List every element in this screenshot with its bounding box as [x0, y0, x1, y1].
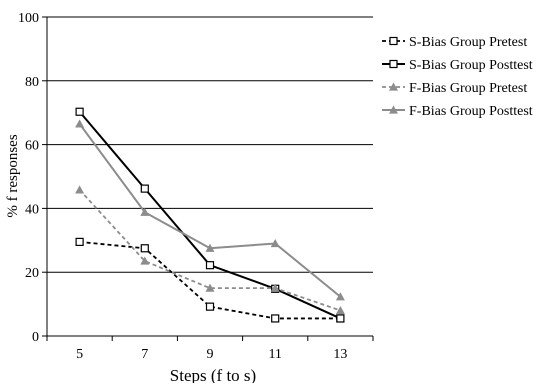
series-2	[75, 107, 345, 323]
x-tick-label: 11	[268, 347, 281, 362]
data-point	[336, 314, 345, 323]
data-point	[271, 314, 280, 323]
x-axis-title: Steps (f to s)	[170, 366, 256, 383]
data-point	[205, 283, 215, 292]
data-point	[140, 184, 149, 193]
series-line	[78, 189, 341, 312]
x-tick-label: 13	[333, 347, 347, 362]
data-point	[335, 292, 345, 301]
data-point	[75, 237, 84, 246]
legend-marker	[389, 105, 398, 114]
data-point	[205, 302, 215, 311]
x-tick-label: 9	[207, 347, 214, 362]
y-tick-label: 60	[25, 139, 39, 154]
series-layer	[75, 107, 345, 323]
data-point	[270, 238, 280, 248]
data-point	[205, 243, 215, 252]
legend: S-Bias Group Pretest S-Bias Group Posttes…	[382, 35, 533, 119]
data-point	[335, 305, 345, 315]
data-point	[270, 283, 280, 292]
x-tick-label: 7	[141, 347, 148, 362]
data-point	[75, 185, 85, 194]
y-tick-label: 80	[25, 75, 39, 90]
legend-item: S-Bias Group Posttest	[382, 58, 533, 73]
data-point	[140, 207, 150, 216]
legend-label: S-Bias Group Pretest	[409, 35, 527, 50]
y-tick-label: 40	[25, 202, 39, 217]
axes	[42, 16, 374, 341]
gridlines	[47, 16, 373, 273]
legend-marker	[389, 36, 398, 46]
data-point	[75, 119, 85, 128]
data-point	[205, 261, 215, 270]
y-tick-label: 20	[25, 266, 39, 281]
legend-marker	[389, 59, 398, 69]
series-line	[78, 123, 342, 298]
y-tick-label: 0	[32, 330, 39, 345]
data-point	[140, 244, 149, 253]
y-axis-title: % f responses	[5, 134, 21, 217]
legend-marker	[389, 82, 398, 91]
data-point	[140, 256, 150, 265]
series-line	[79, 240, 341, 320]
data-point	[75, 107, 84, 116]
legend-item: F-Bias Group Pretest	[382, 81, 527, 96]
legend-item: S-Bias Group Pretest	[382, 35, 527, 50]
series-4	[75, 119, 345, 301]
legend-item: F-Bias Group Posttest	[382, 104, 533, 119]
legend-label: S-Bias Group Posttest	[409, 58, 533, 73]
series-3	[75, 185, 345, 315]
x-tick-label: 5	[76, 347, 83, 362]
legend-label: F-Bias Group Pretest	[409, 81, 527, 96]
tick-labels: 0 20 40 60 80 100 5 7 9 11 13	[18, 11, 347, 362]
legend-label: F-Bias Group Posttest	[409, 104, 533, 119]
y-tick-label: 100	[18, 11, 39, 26]
